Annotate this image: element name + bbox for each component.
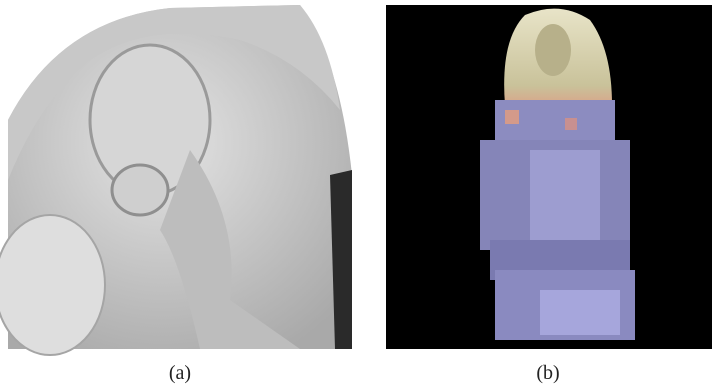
panel-a-image: [0, 5, 352, 355]
figure: (a) (b): [0, 0, 722, 391]
figure-images: [0, 0, 722, 360]
panel-label: (b): [518, 362, 578, 385]
panel-b-image: [386, 5, 712, 349]
panel-label: (a): [150, 362, 210, 385]
